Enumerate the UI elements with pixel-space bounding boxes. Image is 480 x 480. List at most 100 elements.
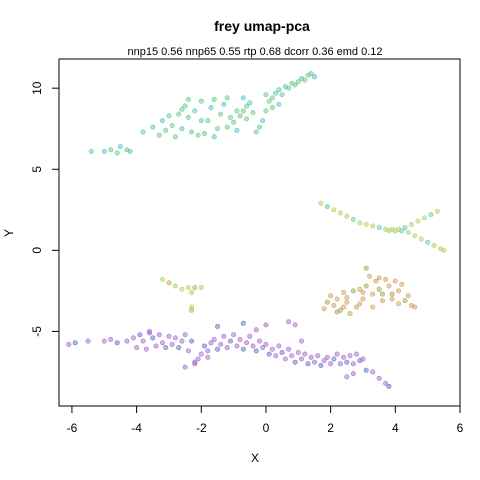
data-point	[341, 354, 347, 360]
data-point	[182, 364, 188, 370]
data-point	[347, 353, 353, 359]
data-point	[350, 371, 356, 377]
data-point	[370, 291, 376, 297]
data-point	[357, 286, 363, 292]
data-point	[150, 335, 156, 341]
data-point	[347, 311, 353, 317]
data-point	[421, 215, 427, 221]
data-point	[428, 212, 434, 218]
x-tick-label: -2	[196, 421, 207, 435]
data-point	[276, 87, 282, 93]
data-point	[160, 340, 166, 346]
data-point	[334, 309, 340, 315]
data-point	[402, 298, 408, 304]
data-point	[240, 346, 246, 352]
data-point	[166, 113, 172, 119]
data-point	[412, 304, 418, 310]
data-point	[256, 338, 262, 344]
data-point	[211, 336, 217, 342]
cluster-right-arch	[321, 265, 418, 317]
data-point	[324, 204, 330, 210]
data-point	[353, 304, 359, 310]
data-point	[172, 134, 178, 140]
x-tick-label: -6	[67, 421, 78, 435]
data-point	[434, 208, 440, 214]
data-point	[124, 338, 130, 344]
data-point	[389, 291, 395, 297]
data-point	[324, 299, 330, 305]
data-point	[208, 340, 214, 346]
data-point	[147, 328, 153, 334]
data-point	[176, 345, 182, 351]
data-point	[269, 105, 275, 111]
data-point	[269, 95, 275, 101]
data-point	[234, 108, 240, 114]
x-axis-label: X	[251, 451, 259, 465]
data-point	[244, 116, 250, 122]
y-tick-label: -5	[30, 326, 44, 337]
data-point	[357, 220, 363, 226]
data-point	[211, 97, 217, 103]
data-point	[198, 351, 204, 357]
data-point	[172, 283, 178, 289]
data-point	[227, 338, 233, 344]
data-point	[295, 349, 301, 355]
data-point	[431, 243, 437, 249]
data-point	[237, 113, 243, 119]
data-point	[286, 319, 292, 325]
data-point	[425, 239, 431, 245]
data-point	[286, 85, 292, 91]
data-point	[408, 221, 414, 227]
data-point	[363, 367, 369, 373]
data-point	[185, 97, 191, 103]
data-point	[292, 322, 298, 328]
data-point	[302, 351, 308, 357]
data-point	[166, 280, 172, 286]
data-point	[386, 383, 392, 389]
data-point	[218, 341, 224, 347]
data-point	[247, 100, 253, 106]
data-point	[244, 103, 250, 109]
data-point	[234, 343, 240, 349]
cluster-right-v-shape	[318, 200, 447, 253]
data-point	[202, 131, 208, 137]
data-point	[353, 351, 359, 357]
x-tick-label: 0	[263, 421, 270, 435]
data-point	[85, 338, 91, 344]
data-point	[396, 301, 402, 307]
data-point	[305, 361, 311, 367]
data-point	[192, 285, 198, 291]
data-point	[114, 340, 120, 346]
data-point	[344, 213, 350, 219]
data-point	[250, 110, 256, 116]
data-point	[153, 343, 159, 349]
data-point	[137, 332, 143, 338]
data-point	[147, 330, 153, 336]
data-point	[169, 341, 175, 347]
data-point	[163, 345, 169, 351]
data-point	[205, 354, 211, 360]
data-point	[344, 299, 350, 305]
data-point	[396, 288, 402, 294]
data-point	[114, 150, 120, 156]
data-point	[357, 301, 363, 307]
data-point	[311, 74, 317, 80]
data-point	[273, 353, 279, 359]
data-point	[143, 346, 149, 352]
data-point	[363, 221, 369, 227]
data-point	[221, 101, 227, 107]
data-point	[328, 361, 334, 367]
data-point	[292, 82, 298, 88]
data-point	[182, 103, 188, 109]
data-point	[412, 233, 418, 239]
y-axis: -5 0 5 10	[30, 81, 60, 337]
data-point	[321, 306, 327, 312]
data-point	[263, 322, 269, 328]
data-point	[331, 356, 337, 362]
data-point	[160, 118, 166, 124]
y-axis-label: Y	[2, 229, 16, 237]
data-point	[344, 294, 350, 300]
data-point	[198, 118, 204, 124]
data-point	[308, 354, 314, 360]
data-point	[224, 124, 230, 130]
